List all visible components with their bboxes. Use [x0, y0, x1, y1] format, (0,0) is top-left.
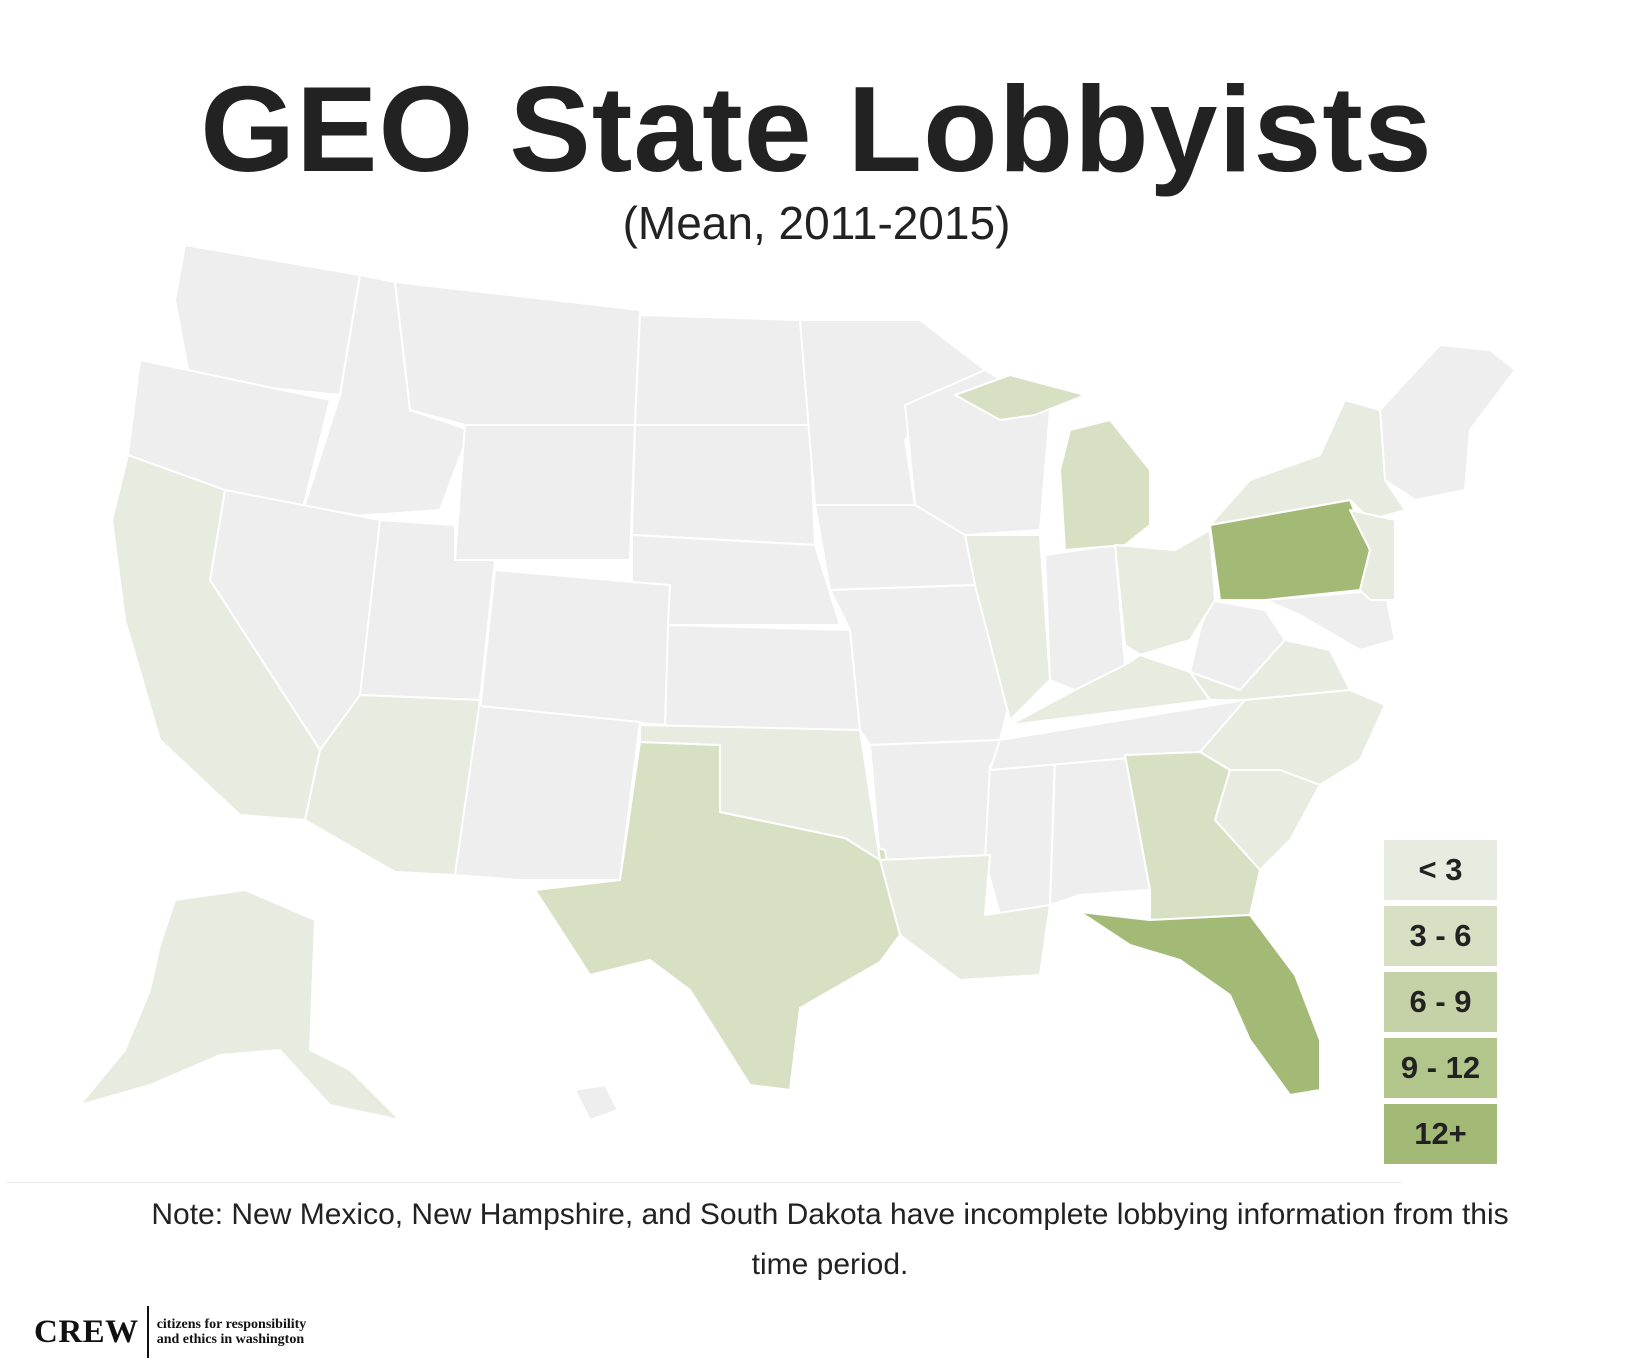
state-new-mexico: [454, 704, 641, 881]
state-georgia: [1124, 751, 1261, 921]
logo-line-2: and ethics in washington: [156, 1332, 305, 1347]
state-california: [111, 454, 321, 821]
state-new-england: [1379, 344, 1516, 501]
state-indiana: [1044, 544, 1126, 691]
crew-logo-mark: CREW: [34, 1313, 139, 1350]
state-florida: [1079, 911, 1321, 1096]
crew-logo: CREW citizens for responsibility and eth…: [34, 1306, 306, 1358]
legend-item-12plus: 12+: [1384, 1104, 1497, 1164]
legend-item-lt3: < 3: [1384, 840, 1497, 900]
crew-logo-text: citizens for responsibility and ethics i…: [157, 1317, 307, 1347]
state-new-jersey: [1349, 509, 1396, 601]
logo-line-1: citizens for responsibility: [156, 1317, 307, 1332]
map-subtitle: (Mean, 2011-2015): [622, 197, 1011, 249]
footnote: Note: New Mexico, New Hampshire, and Sou…: [151, 1198, 1509, 1281]
divider: [6, 1182, 1402, 1183]
state-oklahoma: [639, 724, 881, 861]
state-ohio: [1114, 529, 1216, 656]
state-louisiana: [879, 854, 1051, 981]
state-montana: [394, 281, 641, 426]
state-michigan: [954, 374, 1151, 551]
map-title: GEO State Lobbyists: [200, 61, 1433, 197]
state-arkansas: [869, 739, 1001, 861]
legend-item-9-12: 9 - 12: [1384, 1038, 1497, 1098]
base-states: [127, 244, 1516, 1121]
state-alaska: [79, 889, 401, 1121]
state-colorado: [479, 569, 671, 726]
state-hawaii: [574, 1084, 619, 1121]
state-kansas: [664, 624, 861, 731]
state-wyoming: [454, 424, 636, 561]
state-virginia: [1189, 639, 1351, 701]
state-arizona: [304, 694, 481, 876]
state-illinois: [964, 534, 1051, 721]
state-new-york: [1209, 399, 1406, 526]
legend-item-3-6: 3 - 6: [1384, 906, 1497, 966]
logo-divider: [146, 1306, 149, 1358]
highlighted-states: [79, 374, 1406, 1121]
state-south-dakota: [631, 424, 816, 546]
state-mississippi: [984, 759, 1056, 916]
legend-item-6-9: 6 - 9: [1384, 972, 1497, 1032]
map-legend: < 3 3 - 6 6 - 9 9 - 12 12+: [1384, 840, 1497, 1170]
state-north-dakota: [634, 314, 811, 426]
